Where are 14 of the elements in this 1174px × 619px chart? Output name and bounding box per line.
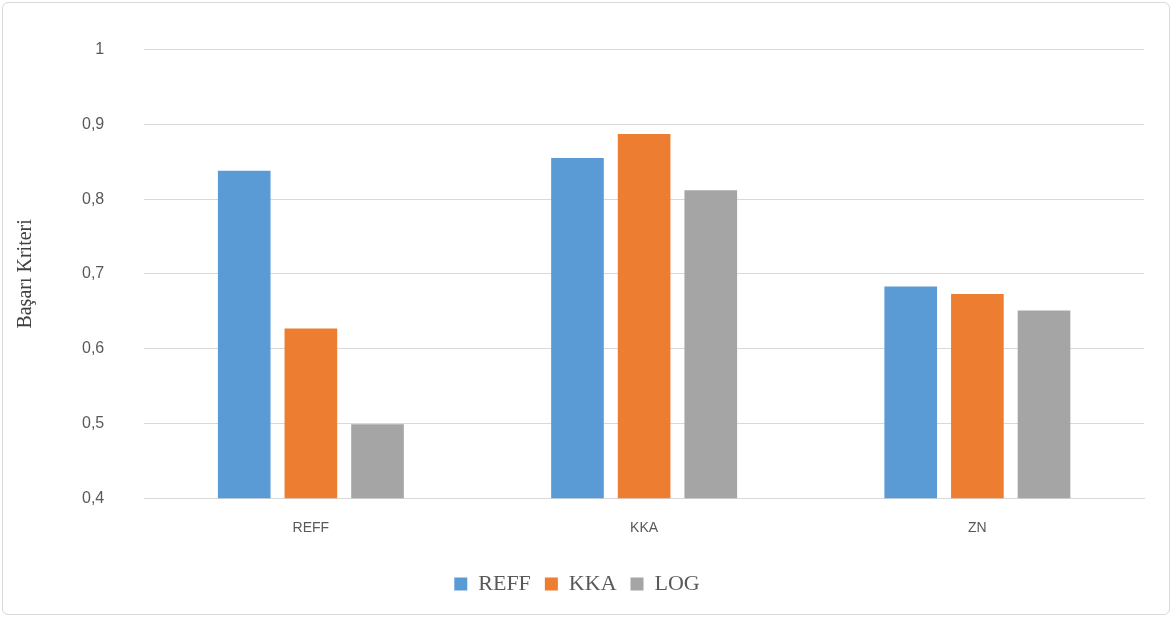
y-tick-label: 0,9 xyxy=(81,114,105,132)
y-tick-label: 0,6 xyxy=(81,339,105,357)
x-tick-label: KKA xyxy=(630,519,659,536)
x-tick-label: REFF xyxy=(292,519,330,536)
y-axis-title: Başarı Kriteri xyxy=(13,218,37,329)
y-tick-label: 0,7 xyxy=(81,264,105,282)
legend-label: REFF xyxy=(478,569,531,595)
y-tick-label: 0,8 xyxy=(81,189,105,207)
y-tick-label: 0,4 xyxy=(81,488,105,506)
legend-label: LOG xyxy=(654,569,700,595)
y-tick-label: 1 xyxy=(95,40,105,58)
legend-label: KKA xyxy=(568,569,617,595)
x-tick-label: ZN xyxy=(968,519,987,536)
y-tick-label: 0,5 xyxy=(81,413,105,431)
